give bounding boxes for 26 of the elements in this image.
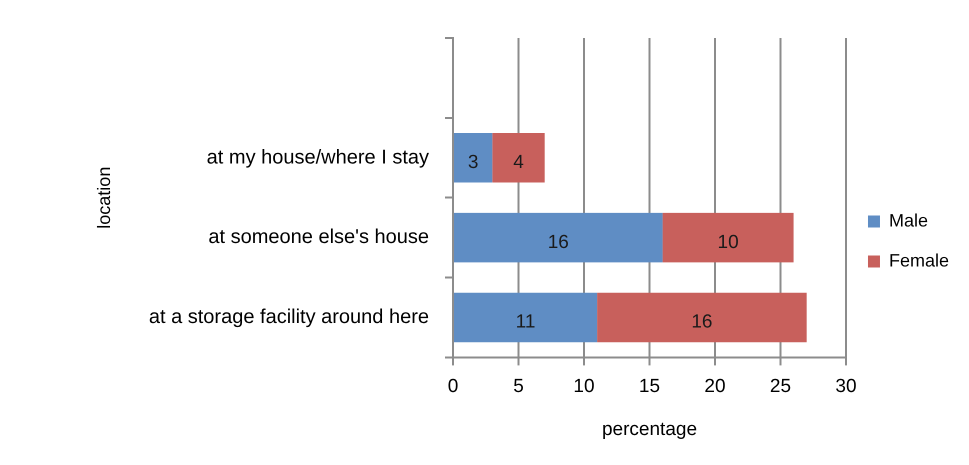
x-tick-label: 0 bbox=[448, 376, 458, 398]
data-label: 16 bbox=[691, 312, 712, 333]
data-label: 11 bbox=[516, 312, 536, 333]
x-tick-label: 30 bbox=[835, 376, 857, 398]
x-tick-label: 20 bbox=[704, 376, 726, 398]
x-tick-label: 10 bbox=[573, 376, 595, 398]
data-label: 3 bbox=[468, 152, 478, 174]
bar bbox=[597, 292, 807, 342]
bar bbox=[454, 133, 492, 183]
data-label: 10 bbox=[718, 232, 739, 253]
legend-label: Female bbox=[888, 250, 950, 270]
bar bbox=[454, 212, 663, 262]
y-axis-title: location bbox=[94, 166, 114, 229]
bar bbox=[454, 292, 598, 342]
bar bbox=[662, 212, 794, 262]
y-tick-label: at my house/where I stay bbox=[206, 146, 429, 168]
bar bbox=[492, 133, 545, 183]
data-label: 4 bbox=[513, 152, 524, 174]
y-tick-label: at someone else's house bbox=[208, 226, 429, 248]
x-axis-title: percentage bbox=[602, 418, 698, 440]
y-tick-label: at a storage facility around here bbox=[148, 306, 429, 328]
x-tick-label: 25 bbox=[770, 376, 792, 398]
data-label: 16 bbox=[548, 232, 569, 253]
x-tick-label: 5 bbox=[513, 376, 524, 398]
legend-label: Male bbox=[888, 210, 928, 230]
x-tick-label: 15 bbox=[638, 376, 660, 398]
